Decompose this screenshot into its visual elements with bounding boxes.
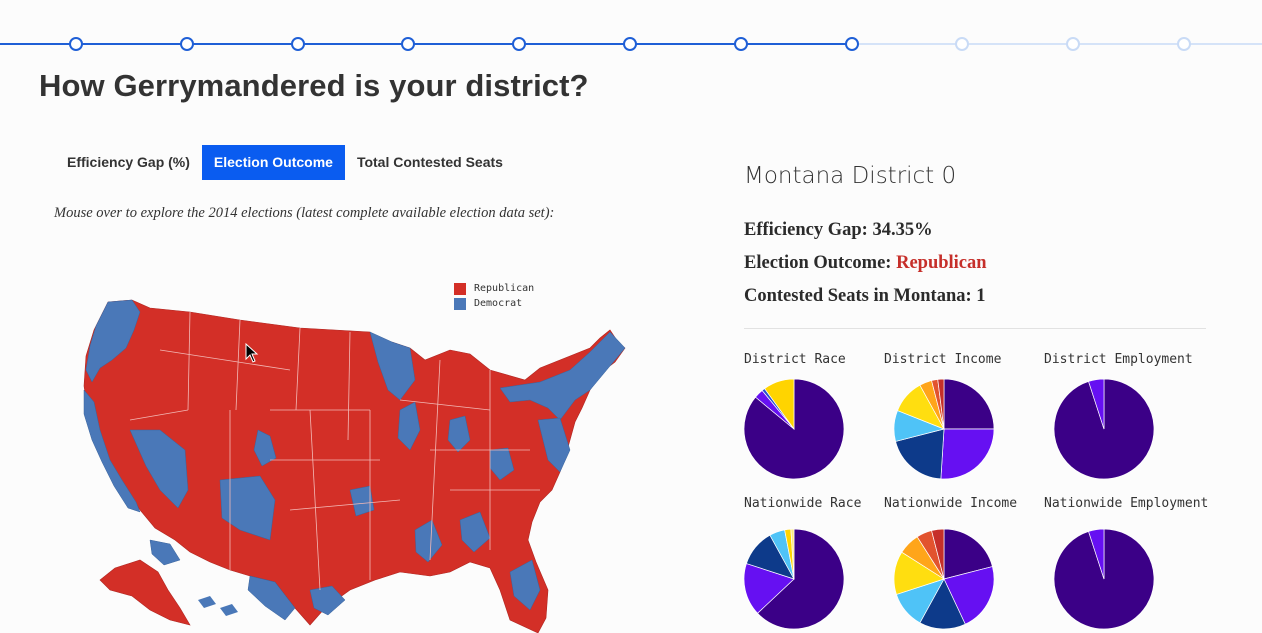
pie-title-district-employment: District Employment	[1044, 352, 1193, 367]
tab-election-outcome[interactable]: Election Outcome	[201, 145, 345, 180]
metric-tabs: Efficiency Gap (%) Election Outcome Tota…	[55, 145, 515, 180]
progress-step-5[interactable]	[512, 37, 527, 51]
mouse-cursor-icon	[245, 343, 259, 363]
pie-chart-district-race	[744, 379, 844, 479]
tab-efficiency-gap[interactable]: Efficiency Gap (%)	[67, 154, 190, 170]
progress-step-9[interactable]	[955, 37, 970, 51]
progress-step-10[interactable]	[1066, 37, 1081, 51]
pie-title-nationwide-race: Nationwide Race	[744, 496, 862, 511]
pie-title-district-income: District Income	[884, 352, 1002, 367]
pie-title-nationwide-income: Nationwide Income	[884, 496, 1018, 511]
pie-chart-district-income	[894, 379, 994, 479]
progress-step-8[interactable]	[844, 37, 859, 51]
progress-track-remaining	[851, 43, 1262, 45]
pie-chart-nationwide-income	[894, 529, 994, 629]
pie-slice	[744, 563, 795, 614]
election-outcome-label: Election Outcome:	[744, 253, 897, 273]
contested-seats-stat: Contested Seats in Montana: 1	[744, 286, 986, 306]
progress-step-7[interactable]	[733, 37, 748, 51]
pie-slice	[790, 529, 795, 580]
progress-step-1[interactable]	[69, 37, 83, 51]
pie-slice	[943, 529, 993, 580]
us-district-map[interactable]	[70, 290, 630, 633]
details-divider	[744, 328, 1206, 329]
pie-slice	[1088, 529, 1105, 580]
pie-slice	[940, 428, 994, 479]
legend-label-republican: Republican	[474, 283, 535, 294]
legend-item-democrat: Democrat	[454, 296, 534, 311]
pie-title-district-race: District Race	[744, 352, 846, 367]
pie-slice	[943, 566, 994, 625]
legend-label-democrat: Democrat	[474, 298, 523, 309]
progress-step-11[interactable]	[1177, 37, 1191, 51]
republican-swatch	[454, 282, 466, 295]
map-hint-text: Mouse over to explore the 2014 elections…	[54, 205, 555, 221]
legend-item-republican: Republican	[454, 281, 534, 296]
progress-step-3[interactable]	[290, 37, 305, 51]
progress-stepper	[0, 37, 1262, 51]
map-region-alaska[interactable]	[99, 559, 191, 626]
progress-step-4[interactable]	[401, 37, 416, 51]
pie-slice	[937, 379, 945, 430]
map-region-hawaii-2[interactable]	[220, 604, 238, 616]
pie-slice	[764, 379, 795, 431]
pie-chart-nationwide-race	[744, 529, 844, 629]
election-outcome-value: Republican	[896, 253, 987, 273]
progress-step-2[interactable]	[179, 37, 194, 51]
pie-slice	[757, 529, 844, 629]
pie-slice	[895, 428, 945, 479]
progress-step-6[interactable]	[623, 37, 637, 51]
map-region-hawaii[interactable]	[198, 596, 216, 608]
tab-total-contested-seats[interactable]: Total Contested Seats	[356, 154, 503, 170]
efficiency-gap-stat: Efficiency Gap: 34.35%	[744, 220, 933, 240]
pie-slice	[943, 379, 994, 430]
pie-slice	[931, 529, 945, 580]
page-title: How Gerrymandered is your district?	[39, 68, 589, 103]
democrat-districts[interactable]	[83, 299, 626, 621]
map-legend: Republican Democrat	[454, 281, 534, 311]
pie-chart-district-employment	[1054, 379, 1154, 479]
pie-chart-nationwide-employment	[1054, 529, 1154, 629]
democrat-swatch	[454, 297, 466, 310]
progress-track-completed	[0, 43, 851, 45]
pie-slice	[1088, 379, 1105, 430]
pie-title-nationwide-employment: Nationwide Employment	[1044, 496, 1209, 511]
district-name: Montana District 0	[744, 163, 957, 189]
election-outcome-stat: Election Outcome: Republican	[744, 253, 987, 274]
district-borders	[129, 311, 540, 591]
